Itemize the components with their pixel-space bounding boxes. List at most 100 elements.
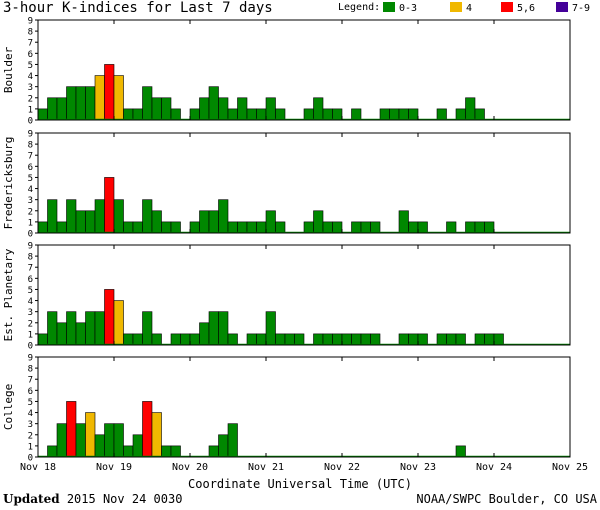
k-bar-est-planetary xyxy=(75,322,86,346)
y-tick-label-fredericksburg: 9 xyxy=(28,130,33,140)
y-tick-label-fredericksburg: 8 xyxy=(28,141,33,151)
panel-frame-est-planetary xyxy=(37,244,571,346)
k-bar-est-planetary xyxy=(284,333,295,346)
k-bar-college xyxy=(85,412,96,458)
k-bar-boulder xyxy=(379,108,390,121)
k-bar-fredericksburg xyxy=(170,221,181,234)
k-bar-est-planetary xyxy=(104,289,115,346)
k-bar-college xyxy=(151,412,162,458)
y-tick-label-college: 1 xyxy=(28,442,33,452)
k-bar-est-planetary xyxy=(199,322,210,346)
k-bar-fredericksburg xyxy=(218,199,229,234)
k-bar-fredericksburg xyxy=(227,221,238,234)
y-tick-label-fredericksburg: 3 xyxy=(28,196,33,206)
k-bar-fredericksburg xyxy=(113,199,124,234)
k-bar-college xyxy=(161,445,172,458)
x-tick-label: Nov 18 xyxy=(20,462,56,473)
station-label-boulder: Boulder xyxy=(2,46,15,93)
k-bar-fredericksburg xyxy=(360,221,371,234)
k-bar-fredericksburg xyxy=(332,221,343,234)
k-bar-fredericksburg xyxy=(75,210,86,234)
y-tick-label-boulder: 1 xyxy=(28,105,33,115)
x-tick-label: Nov 24 xyxy=(476,462,512,473)
y-tick-label-est-planetary: 2 xyxy=(28,319,33,329)
k-bar-fredericksburg xyxy=(85,210,96,234)
k-bar-fredericksburg xyxy=(446,221,457,234)
k-bar-fredericksburg xyxy=(56,221,67,234)
k-bar-boulder xyxy=(132,108,143,121)
k-bar-college xyxy=(208,445,219,458)
k-bar-boulder xyxy=(408,108,419,121)
y-tick-label-est-planetary: 6 xyxy=(28,275,33,285)
panel-frame-boulder xyxy=(37,19,571,121)
updated-stamp: Updated 2015 Nov 24 0030 xyxy=(3,492,182,506)
y-tick-label-fredericksburg: 6 xyxy=(28,163,33,173)
k-bar-boulder xyxy=(170,108,181,121)
k-bar-fredericksburg xyxy=(322,221,333,234)
k-bar-est-planetary xyxy=(94,311,105,346)
legend-item-5-6: 5,6 xyxy=(501,2,535,14)
k-bar-est-planetary xyxy=(294,333,305,346)
chart-title: 3-hour K-indices for Last 7 days xyxy=(3,0,273,16)
k-bar-college xyxy=(94,434,105,458)
k-bar-est-planetary xyxy=(351,333,362,346)
y-tick-label-boulder: 9 xyxy=(28,17,33,27)
k-bar-est-planetary xyxy=(37,333,48,346)
y-tick-label-boulder: 3 xyxy=(28,83,33,93)
k-bar-est-planetary xyxy=(408,333,419,346)
y-tick-label-college: 6 xyxy=(28,387,33,397)
k-bar-est-planetary xyxy=(47,311,58,346)
k-bar-boulder xyxy=(66,86,77,121)
k-bar-fredericksburg xyxy=(66,199,77,234)
k-bar-boulder xyxy=(199,97,210,121)
y-tick-label-fredericksburg: 0 xyxy=(28,230,33,240)
y-tick-label-est-planetary: 4 xyxy=(28,297,33,307)
k-bar-college xyxy=(75,423,86,458)
x-axis-label: Coordinate Universal Time (UTC) xyxy=(188,477,412,491)
k-bar-boulder xyxy=(151,97,162,121)
k-bar-boulder xyxy=(313,97,324,121)
k-bar-college xyxy=(170,445,181,458)
legend-swatch-4 xyxy=(450,2,462,12)
k-bar-fredericksburg xyxy=(104,177,115,234)
y-tick-label-boulder: 2 xyxy=(28,94,33,104)
k-bar-boulder xyxy=(322,108,333,121)
k-bar-fredericksburg xyxy=(303,221,314,234)
k-bar-boulder xyxy=(56,97,67,121)
y-tick-label-fredericksburg: 1 xyxy=(28,218,33,228)
k-bar-est-planetary xyxy=(85,311,96,346)
updated-label: Updated xyxy=(3,492,60,506)
k-bar-college xyxy=(142,401,153,458)
panel-frame-fredericksburg xyxy=(37,132,571,234)
station-label-college: College xyxy=(2,384,15,430)
y-tick-label-boulder: 8 xyxy=(28,28,33,38)
y-tick-label-est-planetary: 7 xyxy=(28,264,33,274)
k-bar-boulder xyxy=(113,75,124,121)
k-bar-fredericksburg xyxy=(37,221,48,234)
k-bar-fredericksburg xyxy=(265,210,276,234)
k-bar-est-planetary xyxy=(341,333,352,346)
source-credit: NOAA/SWPC Boulder, CO USA xyxy=(416,492,597,506)
k-bar-fredericksburg xyxy=(47,199,58,234)
k-bar-boulder xyxy=(75,86,86,121)
k-bar-fredericksburg xyxy=(370,221,381,234)
legend-swatch-7-9 xyxy=(556,2,568,12)
k-bar-est-planetary xyxy=(180,333,191,346)
k-bar-fredericksburg xyxy=(275,221,286,234)
k-bar-boulder xyxy=(455,108,466,121)
k-bar-fredericksburg xyxy=(237,221,248,234)
k-bar-boulder xyxy=(142,86,153,121)
k-bar-fredericksburg xyxy=(313,210,324,234)
y-tick-label-fredericksburg: 7 xyxy=(28,152,33,162)
y-tick-label-college: 9 xyxy=(28,354,33,364)
legend-swatch-5-6 xyxy=(501,2,513,12)
y-tick-label-boulder: 0 xyxy=(28,117,33,127)
k-bar-est-planetary xyxy=(246,333,257,346)
legend-text-0-3: 0-3 xyxy=(399,3,418,14)
k-bar-fredericksburg xyxy=(208,210,219,234)
k-bar-boulder xyxy=(246,108,257,121)
k-bar-college xyxy=(56,423,67,458)
k-bar-est-planetary xyxy=(218,311,229,346)
k-bar-est-planetary xyxy=(332,333,343,346)
k-bar-est-planetary xyxy=(484,333,495,346)
